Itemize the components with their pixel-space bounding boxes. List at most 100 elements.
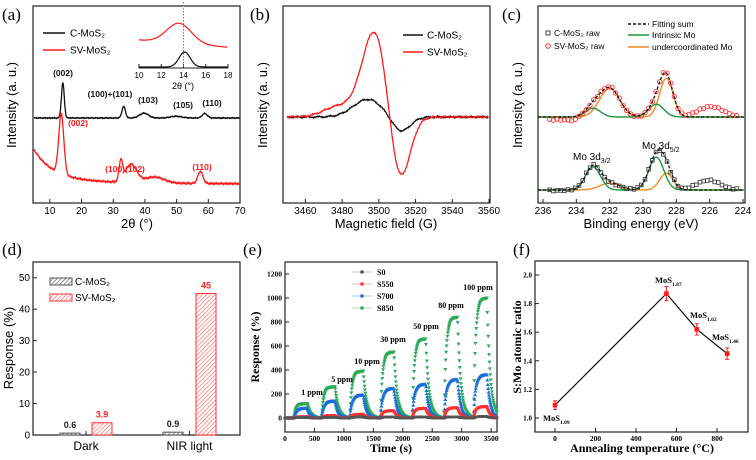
legend-marker (360, 282, 364, 286)
y-tick-label: 1.0 (523, 414, 532, 422)
plot-frame (32, 5, 241, 204)
c-mos2-raw-point (595, 165, 600, 170)
legend-label: C-MoS₂ raw (554, 28, 601, 38)
ratio-line (554, 292, 728, 406)
s850-point (425, 372, 430, 376)
s850-point (396, 401, 401, 406)
s850-point (456, 332, 461, 337)
mo-3d52-annotation: Mo 3d5/2 (642, 141, 680, 154)
y-axis-title: Response (%) (1, 307, 16, 389)
s850-point (332, 385, 337, 389)
sv-mos2-raw-point (616, 95, 622, 101)
s850-point (475, 316, 480, 321)
c-mos2-raw-point (727, 185, 732, 190)
s700-point (486, 386, 491, 391)
legend-swatch (49, 293, 73, 302)
s700-point (458, 399, 463, 403)
legend-label: C-MoS₂ (427, 31, 462, 42)
epr-curve-c-mos2 (287, 98, 489, 133)
concentration-label: 5 ppm (331, 375, 353, 384)
c-mos2-raw-point (686, 185, 692, 191)
s850-point (475, 313, 480, 317)
s700-point (392, 389, 397, 393)
x-axis-title: Binding energy (eV) (584, 216, 699, 231)
s700-point (333, 402, 338, 406)
s850-point (320, 401, 325, 405)
panel-b: (b) 3460 3480 3500 3520 3540 3560 Magnetic fiel… (250, 5, 501, 231)
s700-point (361, 393, 366, 397)
s850-point (426, 382, 431, 386)
s700-point (423, 382, 428, 386)
sv-mos2-raw-point (620, 102, 626, 109)
sv-mos2-raw-point (690, 110, 696, 116)
s850-point (425, 366, 430, 370)
s850-point (446, 326, 451, 330)
sv-mos2-raw-point (580, 110, 586, 116)
sv-mos2-raw-point (642, 110, 648, 116)
s850-point (460, 392, 465, 397)
sv-mos2-raw-point (572, 116, 578, 123)
s850-point (427, 393, 432, 397)
s850-point (381, 362, 386, 366)
sv-mos2-raw-point (708, 103, 714, 110)
c-mos2-raw-point (642, 177, 648, 182)
s700-point (472, 397, 477, 401)
s850-point (363, 394, 368, 399)
inset-x-axis-title: 2θ (°) (172, 81, 194, 91)
panel-a: (a) 10 20 30 40 50 60 70 2θ (°) Intensity (a. u.)… (2, 2, 246, 231)
s700-point (393, 397, 398, 402)
s850-point (362, 384, 367, 389)
s700-point (488, 402, 493, 406)
composition-label: MoS1.62 (690, 310, 717, 323)
c-mos2-raw-point (723, 184, 728, 189)
label-base: MoS (690, 310, 707, 320)
s850-point (393, 380, 398, 384)
x-tick-label: 800 (711, 434, 723, 443)
label-base: MoS (712, 332, 729, 342)
s850-point (494, 410, 499, 415)
data-point (664, 291, 669, 296)
s700-point (425, 397, 430, 401)
c-mos2-raw-point (635, 185, 640, 190)
legend-label: S700 (377, 292, 393, 301)
x-tick-label: 500 (309, 434, 321, 443)
concentration-label: 1 ppm (301, 388, 323, 397)
x-axis-title: Annealing temperature (°C) (570, 441, 714, 455)
x-tick-label: 400 (630, 434, 642, 443)
s850-point (363, 391, 368, 396)
s700-point (412, 396, 417, 400)
y-tick-label: 1200 (267, 270, 282, 279)
legend-label: SV-MoS₂ (70, 46, 111, 57)
legend-marker (360, 306, 364, 310)
c-mos2-raw-point (639, 182, 644, 188)
s700-point (472, 402, 477, 407)
x-axis-title: Time (s) (370, 441, 412, 455)
label-base: Mo 3d (642, 141, 670, 152)
sv-mos2-raw-point (554, 116, 560, 122)
s850-point (443, 358, 448, 362)
s850-point (414, 347, 419, 351)
bar-value-label: 0.9 (167, 419, 180, 429)
sv-mos2-raw-point (646, 105, 652, 111)
s700-point (379, 400, 384, 405)
plot-frame (282, 5, 491, 204)
y-tick-label: 20 (19, 368, 31, 379)
sv-mos2-raw-point (565, 117, 571, 123)
s700-point (426, 399, 431, 403)
x-tick-label: 230 (635, 206, 652, 217)
peak-label: (110) (202, 98, 222, 108)
y-tick-label: 40 (19, 305, 31, 316)
legend-label: SV-MoS₂ (427, 48, 468, 59)
s850-point (490, 393, 495, 398)
s850-point (472, 379, 477, 383)
s850-point (487, 360, 492, 365)
c-mos2-raw-point (690, 183, 695, 188)
s700-point (333, 400, 338, 404)
y-axis-title: Intensity (a. u.) (4, 62, 19, 148)
s850-point (412, 359, 417, 363)
legend-label: undercoordinated Mo (652, 42, 733, 52)
s850-point (362, 388, 367, 392)
s700-point (456, 391, 461, 395)
y-axis-title: Intensity (a. u.) (255, 62, 270, 148)
